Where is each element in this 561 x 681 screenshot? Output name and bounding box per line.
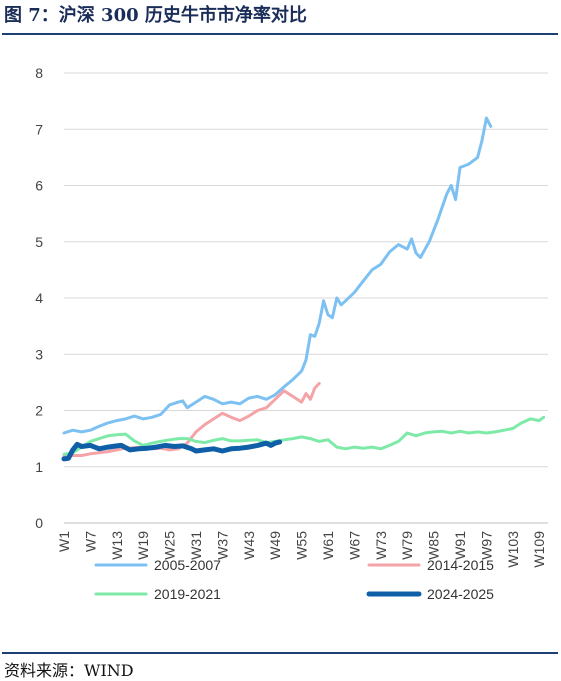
x-tick-label: W13 xyxy=(109,531,125,560)
x-tick-label: W1 xyxy=(56,531,72,552)
page-title: 图 7：沪深 300 历史牛市市净率对比 xyxy=(4,5,307,26)
x-tick-label: W85 xyxy=(426,531,442,560)
legend-label: 2024-2025 xyxy=(427,586,494,602)
x-tick-label: W73 xyxy=(373,531,389,560)
legend-label: 2019-2021 xyxy=(154,586,221,602)
y-tick-label: 0 xyxy=(35,515,43,531)
x-tick-label: W7 xyxy=(82,531,98,552)
y-tick-label: 6 xyxy=(35,178,43,194)
x-tick-label: W79 xyxy=(399,531,415,560)
x-tick-label: W55 xyxy=(294,531,310,560)
legend: 2005-2007 2014-2015 2019-2021 2024-2025 xyxy=(94,557,494,602)
x-tick-label: W31 xyxy=(188,531,204,560)
series-line-2005-2007 xyxy=(62,116,493,435)
x-tick-label: W97 xyxy=(478,531,494,560)
x-tick-label: W61 xyxy=(320,531,336,560)
grid-lines xyxy=(64,72,548,524)
line-chart: 0 1 2 3 4 5 6 7 8 W1 W7 W13 W19 W25 W31 W37 W43 W49 W55 W6… xyxy=(35,65,548,602)
x-tick-label: W25 xyxy=(162,531,178,560)
y-axis-ticks: 0 1 2 3 4 5 6 7 8 xyxy=(35,65,43,531)
y-tick-label: 1 xyxy=(35,459,43,475)
x-tick-label: W67 xyxy=(346,531,362,560)
source-note: 资料来源：WIND xyxy=(4,661,134,680)
y-tick-label: 5 xyxy=(35,234,43,250)
series-line-2024-2025 xyxy=(61,439,283,462)
series-lines xyxy=(61,116,546,462)
x-tick-label: W37 xyxy=(214,531,230,560)
title-divider xyxy=(2,33,558,35)
x-tick-label: W103 xyxy=(505,531,521,568)
y-tick-label: 3 xyxy=(35,346,43,362)
x-tick-label: W43 xyxy=(241,531,257,560)
series-line-2019-2021 xyxy=(62,415,546,456)
x-tick-label: W91 xyxy=(452,531,468,560)
source-divider xyxy=(2,652,558,654)
x-tick-label: W19 xyxy=(135,531,151,560)
y-tick-label: 8 xyxy=(35,65,43,81)
x-tick-label: W109 xyxy=(531,531,547,568)
y-tick-label: 7 xyxy=(35,121,43,137)
x-axis-ticks: W1 W7 W13 W19 W25 W31 W37 W43 W49 W55 W61 W67 W73 W79… xyxy=(56,531,547,568)
x-tick-label: W49 xyxy=(267,531,283,560)
series-line-2014-2015 xyxy=(62,382,321,459)
y-tick-label: 4 xyxy=(35,290,43,306)
legend-label: 2014-2015 xyxy=(427,557,494,573)
legend-label: 2005-2007 xyxy=(154,557,221,573)
y-tick-label: 2 xyxy=(35,403,43,419)
